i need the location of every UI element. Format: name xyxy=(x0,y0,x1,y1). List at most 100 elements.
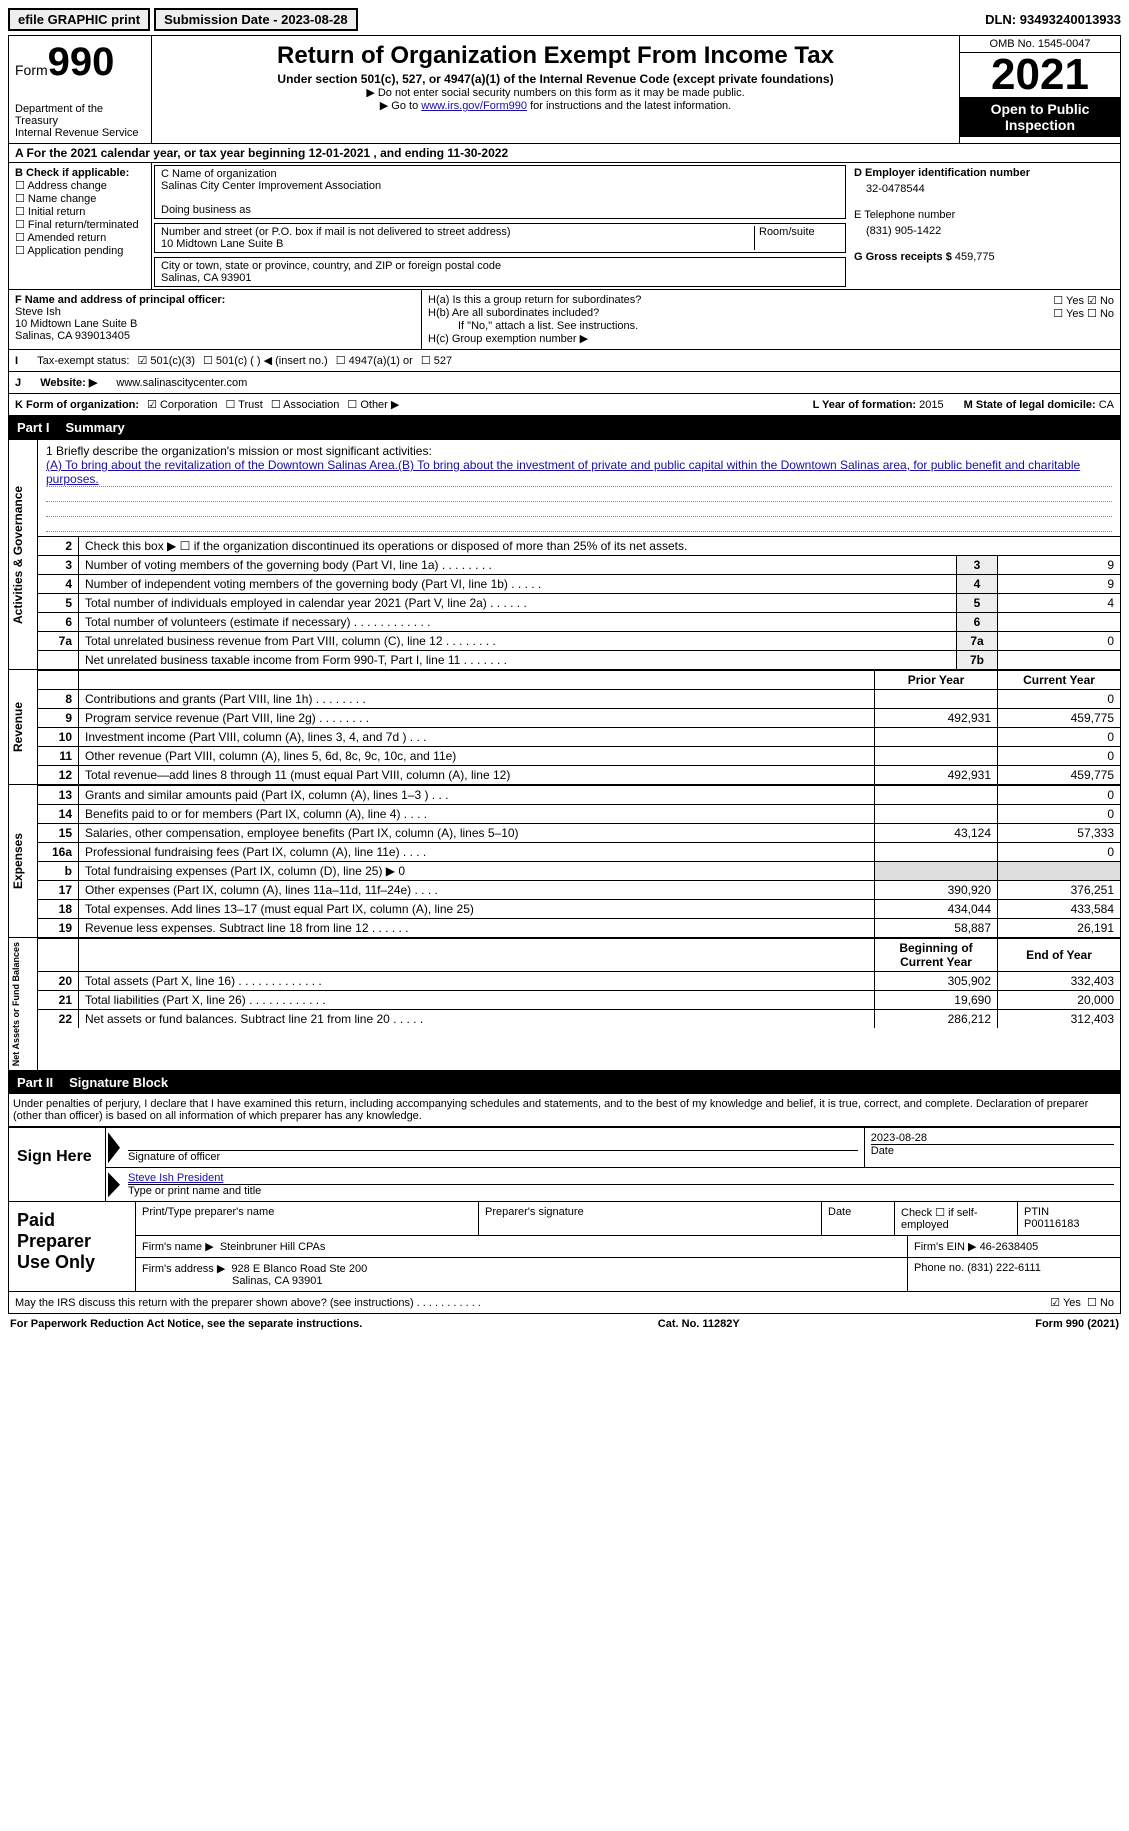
gross-receipts: G Gross receipts $ 459,775 xyxy=(854,251,1114,263)
summary-section: Activities & Governance 1 Briefly descri… xyxy=(8,439,1121,670)
firm-addr2: Salinas, CA 93901 xyxy=(142,1275,323,1287)
l-label: L Year of formation: xyxy=(813,399,920,411)
mission-block: 1 Briefly describe the organization's mi… xyxy=(38,440,1120,536)
irs-link[interactable]: www.irs.gov/Form990 xyxy=(421,100,527,112)
vtab-revenue: Revenue xyxy=(9,670,38,784)
line-2: Check this box ▶ ☐ if the organization d… xyxy=(79,537,1121,556)
hb-yes[interactable]: Yes xyxy=(1053,307,1084,320)
gross-label: G Gross receipts $ xyxy=(854,251,955,263)
form-note-2: Go to www.irs.gov/Form990 for instructio… xyxy=(160,99,951,112)
table-row: 22Net assets or fund balances. Subtract … xyxy=(38,1010,1120,1029)
chk-501c3[interactable]: 501(c)(3) xyxy=(137,354,195,367)
chk-corporation[interactable]: Corporation xyxy=(147,398,217,411)
table-row: 5Total number of individuals employed in… xyxy=(38,594,1120,613)
l-value: 2015 xyxy=(919,399,943,411)
hb-no[interactable]: No xyxy=(1087,307,1114,320)
type-name-label: Type or print name and title xyxy=(128,1184,1114,1197)
chk-4947[interactable]: 4947(a)(1) or xyxy=(336,354,413,367)
table-row: 3Number of voting members of the governi… xyxy=(38,556,1120,575)
addr-value: 10 Midtown Lane Suite B xyxy=(161,238,754,250)
f-name: Steve Ish xyxy=(15,306,61,318)
dba-label: Doing business as xyxy=(161,204,839,216)
open-public: Open to Public Inspection xyxy=(960,97,1120,137)
form-header: Form990 Department of the Treasury Inter… xyxy=(8,35,1121,144)
table-row: 12Total revenue—add lines 8 through 11 (… xyxy=(38,766,1120,785)
footer-right: Form 990 (2021) xyxy=(1035,1318,1119,1330)
part-2-title: Signature Block xyxy=(69,1075,168,1090)
period-mid: , and ending xyxy=(373,146,447,160)
chk-other[interactable]: Other ▶ xyxy=(347,398,399,411)
form-title: Return of Organization Exempt From Incom… xyxy=(160,42,951,70)
table-row: 20Total assets (Part X, line 16) . . . .… xyxy=(38,972,1120,991)
f-label: F Name and address of principal officer: xyxy=(15,294,225,306)
tax-year: 2021 xyxy=(960,53,1120,97)
sign-here-block: Sign Here Signature of officer 2023-08-2… xyxy=(8,1127,1121,1202)
phone-value: (831) 222-6111 xyxy=(967,1262,1041,1274)
org-name-box: C Name of organization Salinas City Cent… xyxy=(154,165,846,219)
ein-label: D Employer identification number xyxy=(854,167,1114,179)
hb-note: If "No," attach a list. See instructions… xyxy=(428,320,1114,332)
ha-no[interactable]: No xyxy=(1087,294,1114,307)
expenses-section: Expenses 13Grants and similar amounts pa… xyxy=(8,785,1121,938)
table-row: 21Total liabilities (Part X, line 26) . … xyxy=(38,991,1120,1010)
chk-amended-return[interactable]: Amended return xyxy=(15,231,145,244)
chk-501c[interactable]: 501(c) ( ) ◀ (insert no.) xyxy=(203,354,328,367)
efile-badge: efile GRAPHIC print xyxy=(8,8,150,31)
chk-address-change[interactable]: Address change xyxy=(15,179,145,192)
chk-initial-return[interactable]: Initial return xyxy=(15,205,145,218)
officer-name-title: Steve Ish President xyxy=(128,1172,1114,1184)
room-suite-label: Room/suite xyxy=(754,226,839,250)
arrow-icon xyxy=(108,1132,120,1163)
table-row: 6Total number of volunteers (estimate if… xyxy=(38,613,1120,632)
form-number-value: 990 xyxy=(48,40,115,84)
mission-text: (A) To bring about the revitalization of… xyxy=(46,458,1112,487)
address-box: Number and street (or P.O. box if mail i… xyxy=(154,223,846,253)
note2-post: for instructions and the latest informat… xyxy=(527,100,731,112)
chk-application-pending[interactable]: Application pending xyxy=(15,244,145,257)
part-1-title: Summary xyxy=(66,420,125,435)
form-note-1: Do not enter social security numbers on … xyxy=(160,86,951,99)
korg-row: K Form of organization: Corporation Trus… xyxy=(8,394,1121,416)
hb-label: H(b) Are all subordinates included? xyxy=(428,307,1053,320)
tel-label: E Telephone number xyxy=(854,209,1114,221)
k-label: K Form of organization: xyxy=(15,399,139,411)
firm-ein-label: Firm's EIN ▶ xyxy=(914,1241,980,1253)
table-row: 15Salaries, other compensation, employee… xyxy=(38,824,1120,843)
chk-trust[interactable]: Trust xyxy=(225,398,262,411)
firm-name-label: Firm's name ▶ xyxy=(142,1241,214,1253)
chk-association[interactable]: Association xyxy=(271,398,340,411)
dln-value: 93493240013933 xyxy=(1020,12,1121,27)
submission-date-value: 2023-08-28 xyxy=(281,12,348,27)
ha-yes[interactable]: Yes xyxy=(1053,294,1084,307)
firm-name-value: Steinbruner Hill CPAs xyxy=(220,1241,326,1253)
discuss-no[interactable]: No xyxy=(1087,1297,1114,1309)
org-name: Salinas City Center Improvement Associat… xyxy=(161,180,839,192)
table-row: 7aTotal unrelated business revenue from … xyxy=(38,632,1120,651)
table-row: 14Benefits paid to or for members (Part … xyxy=(38,805,1120,824)
firm-addr-label: Firm's address ▶ xyxy=(142,1263,225,1275)
firm-addr1: 928 E Blanco Road Ste 200 xyxy=(231,1263,367,1275)
part-2-header: Part II Signature Block xyxy=(8,1071,1121,1094)
chk-final-return[interactable]: Final return/terminated xyxy=(15,218,145,231)
dept-treasury: Department of the Treasury Internal Reve… xyxy=(15,103,145,139)
discuss-yes[interactable]: Yes xyxy=(1050,1297,1081,1309)
city-value: Salinas, CA 93901 xyxy=(161,272,839,284)
hc-label: H(c) Group exemption number ▶ xyxy=(428,332,1114,345)
chk-527[interactable]: 527 xyxy=(421,354,452,367)
website-label: Website: ▶ xyxy=(40,376,97,389)
sig-date-value: 2023-08-28 xyxy=(871,1132,1114,1144)
netassets-table: Beginning of Current YearEnd of Year 20T… xyxy=(38,938,1120,1028)
revenue-section: Revenue Prior YearCurrent Year 8Contribu… xyxy=(8,670,1121,785)
col-b: B Check if applicable: Address change Na… xyxy=(9,163,152,289)
header-right: OMB No. 1545-0047 2021 Open to Public In… xyxy=(960,36,1120,143)
ha-label: H(a) Is this a group return for subordin… xyxy=(428,294,1053,307)
m-label: M State of legal domicile: xyxy=(964,399,1099,411)
submission-date-label: Submission Date - xyxy=(164,12,281,27)
table-row: 10Investment income (Part VIII, column (… xyxy=(38,728,1120,747)
governance-table: 2Check this box ▶ ☐ if the organization … xyxy=(38,536,1120,669)
chk-name-change[interactable]: Name change xyxy=(15,192,145,205)
city-box: City or town, state or province, country… xyxy=(154,257,846,287)
pt-check-self[interactable]: Check ☐ if self-employed xyxy=(895,1202,1018,1235)
fh-row: F Name and address of principal officer:… xyxy=(8,290,1121,350)
addr-label: Number and street (or P.O. box if mail i… xyxy=(161,226,754,238)
